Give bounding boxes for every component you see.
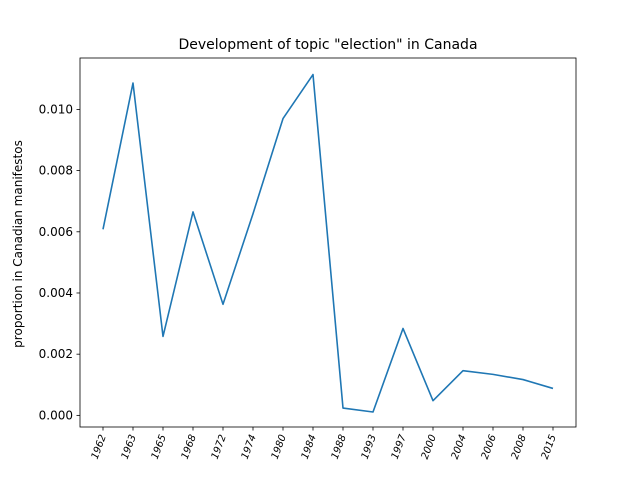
x-tick-label: 2008 [510, 433, 529, 461]
y-tick-label: 0.006 [39, 225, 73, 239]
y-tick-label: 0.002 [39, 347, 73, 361]
x-tick-label: 1974 [240, 433, 259, 461]
y-tick-label: 0.010 [39, 102, 73, 116]
x-tick-label: 1997 [390, 433, 409, 461]
x-tick-label: 2006 [480, 433, 499, 461]
y-tick-label: 0.004 [39, 286, 73, 300]
x-tick-label: 1962 [90, 433, 109, 461]
chart-title: Development of topic "election" in Canad… [178, 37, 477, 53]
x-tick-label: 2004 [450, 433, 469, 461]
plot-frame [79, 57, 577, 428]
y-tick-label: 0.000 [39, 408, 73, 422]
x-tick-label: 1965 [150, 433, 169, 461]
series-line [102, 73, 554, 413]
x-tick-label: 2015 [540, 433, 559, 461]
x-tick-label: 1993 [360, 433, 379, 461]
x-tick-label: 1988 [330, 433, 349, 461]
x-tick-label: 1972 [210, 433, 229, 461]
x-tick-label: 1984 [300, 433, 319, 461]
x-tick-label: 1963 [120, 433, 139, 461]
plot-area: 0.000 0.002 0.004 0.006 0.008 0.010 1962 1963 19… [39, 57, 577, 461]
y-axis-label: proportion in Canadian manifestos [11, 140, 25, 348]
x-tick-label: 2000 [420, 433, 439, 461]
y-tick-label: 0.008 [39, 164, 73, 178]
x-tick-label: 1980 [270, 433, 289, 461]
x-tick-label: 1968 [180, 433, 199, 461]
